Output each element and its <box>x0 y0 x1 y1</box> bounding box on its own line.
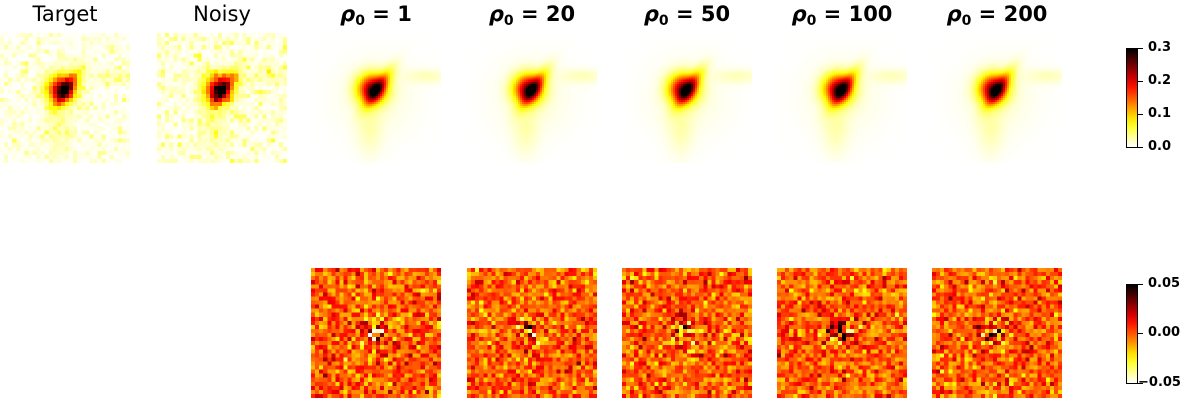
colorbar-bottom-tick <box>1138 284 1143 285</box>
colorbar-top <box>1126 48 1138 148</box>
reconstruction-rho-100-image <box>777 33 907 163</box>
colorbar-top-label: 0.2 <box>1148 73 1172 88</box>
rho-subscript: 0 <box>503 13 514 29</box>
residual-rho-1-image <box>311 268 441 398</box>
title-noisy: Noisy <box>193 2 251 26</box>
rho-value: 20 <box>545 2 576 26</box>
colorbar-top-label: 0.1 <box>1148 106 1172 121</box>
rho-symbol: ρ <box>946 2 962 26</box>
reconstruction-rho-200-image <box>932 33 1062 163</box>
colorbar-bottom-label: −0.05 <box>1138 375 1181 390</box>
rho-symbol: ρ <box>340 2 356 26</box>
colorbar-bottom-tick <box>1138 333 1143 334</box>
rho-value: 1 <box>397 2 412 26</box>
rho-value: 50 <box>700 2 731 26</box>
colorbar-bottom-label: 0.05 <box>1148 276 1181 291</box>
colorbar-bottom-label: 0.00 <box>1148 325 1181 340</box>
colorbar-top-tick <box>1138 147 1143 148</box>
residual-rho-200-image <box>932 268 1062 398</box>
rho-subscript: 0 <box>355 13 365 29</box>
noisy-image <box>157 33 287 163</box>
title-rho-200: ρ0 = 200 <box>946 2 1048 29</box>
residual-rho-50-image <box>622 268 752 398</box>
colorbar-top-tick <box>1138 81 1143 82</box>
title-rho-1: ρ0 = 1 <box>340 2 412 29</box>
reconstruction-rho-50-image <box>622 33 752 163</box>
title-target: Target <box>32 2 98 26</box>
title-rho-100: ρ0 = 100 <box>791 2 893 29</box>
colorbar-bottom <box>1126 284 1138 384</box>
colorbar-top-label: 0.0 <box>1148 139 1172 154</box>
rho-subscript: 0 <box>658 13 669 29</box>
rho-subscript: 0 <box>806 13 817 29</box>
colorbar-top-tick <box>1138 114 1143 115</box>
colorbar-top-tick <box>1138 48 1143 49</box>
reconstruction-rho-1-image <box>311 33 441 163</box>
rho-value: 200 <box>1003 2 1048 26</box>
title-rho-20: ρ0 = 20 <box>488 2 576 29</box>
reconstruction-rho-20-image <box>467 33 597 163</box>
target-image <box>0 33 130 163</box>
title-rho-50: ρ0 = 50 <box>643 2 731 29</box>
colorbar-top-label: 0.3 <box>1148 40 1172 55</box>
residual-rho-100-image <box>777 268 907 398</box>
rho-symbol: ρ <box>488 2 504 26</box>
residual-rho-20-image <box>467 268 597 398</box>
rho-value: 100 <box>848 2 893 26</box>
colorbar-bottom-tick <box>1138 383 1143 384</box>
rho-symbol: ρ <box>643 2 659 26</box>
rho-subscript: 0 <box>961 13 972 29</box>
rho-symbol: ρ <box>791 2 807 26</box>
